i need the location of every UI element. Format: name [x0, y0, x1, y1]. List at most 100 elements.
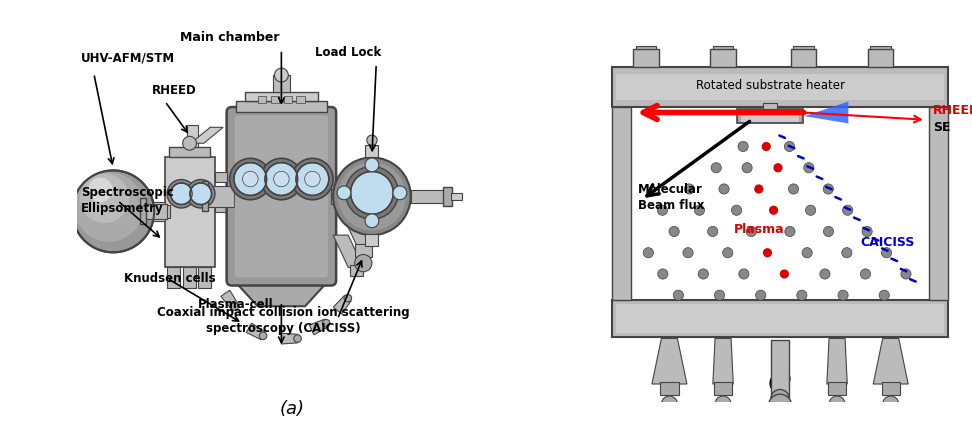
- Bar: [152, 202, 165, 221]
- Bar: [763, 103, 777, 109]
- Circle shape: [230, 303, 238, 310]
- Bar: [198, 267, 211, 288]
- Bar: [169, 204, 178, 219]
- Circle shape: [333, 158, 411, 235]
- Polygon shape: [191, 127, 224, 143]
- Circle shape: [823, 184, 833, 194]
- Circle shape: [296, 163, 329, 195]
- Circle shape: [229, 158, 271, 200]
- Polygon shape: [344, 218, 376, 246]
- Circle shape: [243, 171, 259, 187]
- Bar: [258, 96, 266, 103]
- Circle shape: [883, 396, 899, 412]
- Polygon shape: [221, 290, 238, 309]
- Circle shape: [393, 186, 406, 200]
- Bar: [284, 96, 293, 103]
- Circle shape: [823, 226, 834, 237]
- Circle shape: [882, 248, 891, 258]
- Bar: [215, 172, 227, 182]
- Text: Spectroscopic
Ellipsometry: Spectroscopic Ellipsometry: [81, 186, 174, 215]
- Circle shape: [304, 171, 320, 187]
- Bar: [270, 96, 279, 103]
- Circle shape: [784, 141, 794, 152]
- Circle shape: [167, 180, 195, 208]
- Bar: [245, 92, 318, 101]
- Circle shape: [190, 183, 212, 205]
- Circle shape: [754, 184, 763, 194]
- Circle shape: [365, 158, 379, 172]
- Circle shape: [715, 396, 731, 412]
- Circle shape: [769, 394, 792, 418]
- Circle shape: [661, 396, 677, 412]
- Text: Molecular
Beam flux: Molecular Beam flux: [638, 183, 705, 213]
- Bar: [140, 198, 147, 224]
- Circle shape: [323, 319, 330, 327]
- Circle shape: [731, 205, 742, 215]
- Bar: [355, 244, 372, 257]
- Circle shape: [274, 68, 289, 82]
- Circle shape: [712, 163, 721, 173]
- Circle shape: [698, 269, 709, 279]
- Circle shape: [843, 205, 852, 215]
- Circle shape: [366, 135, 377, 145]
- Text: SE: SE: [933, 121, 951, 134]
- Circle shape: [762, 142, 771, 151]
- Bar: [188, 125, 198, 147]
- Circle shape: [742, 163, 752, 173]
- Polygon shape: [805, 102, 849, 124]
- Circle shape: [784, 226, 795, 237]
- Circle shape: [355, 254, 372, 272]
- Bar: [365, 144, 378, 158]
- Circle shape: [829, 396, 845, 412]
- Circle shape: [771, 389, 789, 408]
- Circle shape: [797, 290, 807, 301]
- Bar: [443, 187, 452, 206]
- Polygon shape: [652, 338, 687, 384]
- Circle shape: [860, 269, 871, 279]
- Circle shape: [657, 205, 668, 215]
- FancyBboxPatch shape: [226, 107, 336, 286]
- Bar: [791, 49, 816, 67]
- Text: Coaxial impact collision ion scattering
spectroscopy (CAICISS): Coaxial impact collision ion scattering …: [157, 306, 410, 335]
- Text: Rotated substrate heater: Rotated substrate heater: [696, 80, 845, 92]
- Circle shape: [683, 248, 693, 258]
- Circle shape: [344, 294, 352, 302]
- Circle shape: [260, 158, 302, 200]
- Bar: [169, 147, 210, 158]
- Bar: [331, 188, 353, 204]
- Bar: [352, 186, 358, 207]
- Bar: [828, 382, 847, 395]
- Circle shape: [294, 335, 301, 342]
- Circle shape: [337, 186, 351, 200]
- Circle shape: [88, 177, 113, 202]
- Circle shape: [862, 226, 872, 237]
- Circle shape: [842, 248, 851, 258]
- Circle shape: [746, 226, 756, 237]
- Bar: [712, 46, 733, 49]
- Circle shape: [763, 248, 772, 257]
- Bar: [215, 193, 231, 213]
- Circle shape: [74, 172, 144, 242]
- Polygon shape: [333, 295, 351, 314]
- Bar: [273, 75, 290, 92]
- Circle shape: [714, 290, 725, 301]
- Bar: [737, 109, 803, 124]
- Circle shape: [643, 248, 653, 258]
- Circle shape: [722, 248, 733, 258]
- Bar: [929, 107, 948, 300]
- Circle shape: [708, 226, 718, 237]
- Bar: [350, 265, 364, 276]
- Polygon shape: [281, 333, 297, 344]
- Circle shape: [879, 290, 889, 301]
- Polygon shape: [827, 338, 848, 384]
- Circle shape: [738, 141, 748, 152]
- Circle shape: [769, 205, 779, 215]
- Bar: [636, 46, 656, 49]
- Circle shape: [674, 290, 683, 301]
- Circle shape: [274, 171, 289, 187]
- Bar: [711, 49, 736, 67]
- Bar: [633, 49, 659, 67]
- Bar: [163, 205, 170, 218]
- Circle shape: [804, 163, 814, 173]
- Bar: [868, 49, 893, 67]
